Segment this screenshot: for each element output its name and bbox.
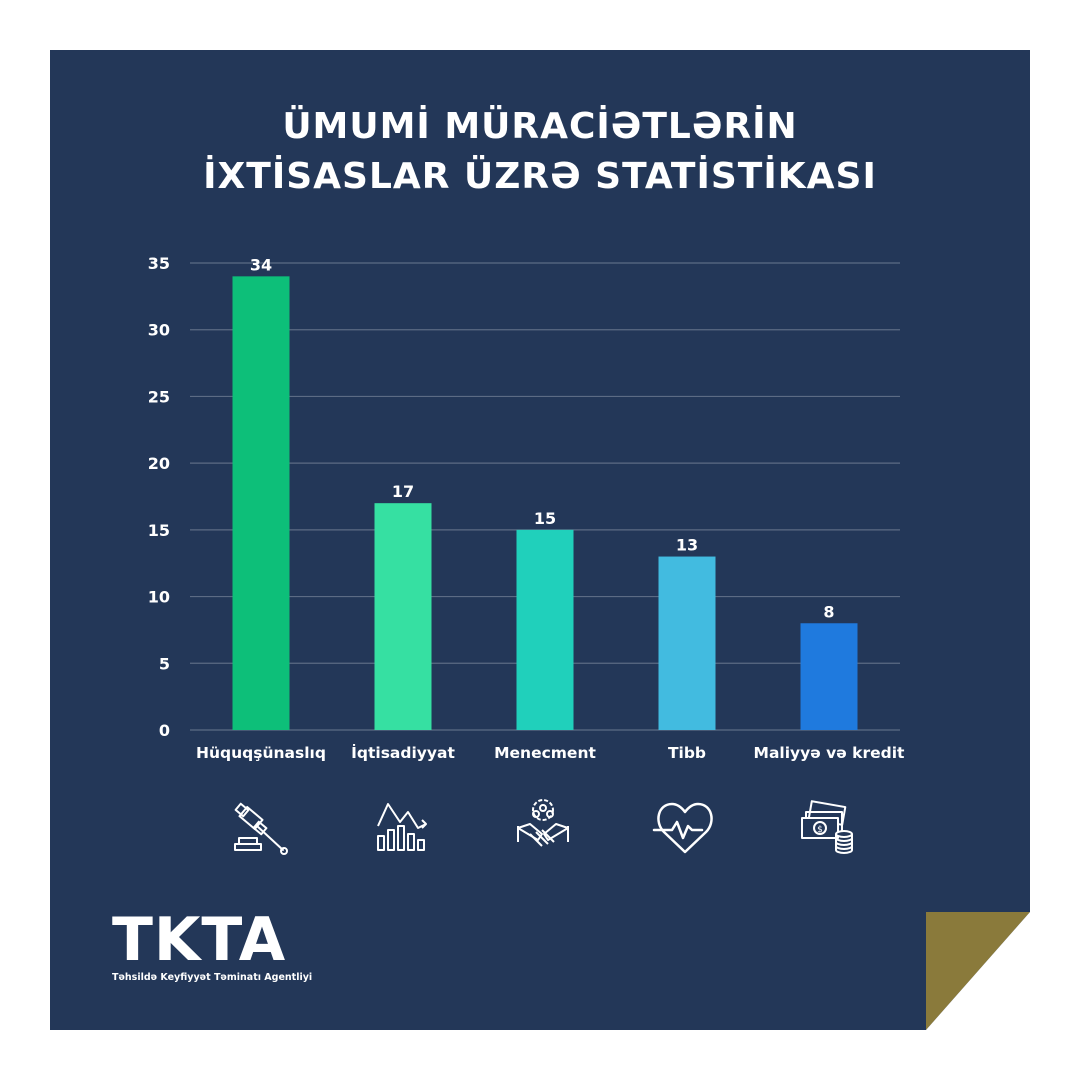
bar <box>374 503 432 730</box>
management-team-icon <box>517 799 569 847</box>
folded-corner <box>926 912 1030 1030</box>
bar <box>516 529 574 730</box>
bar-chart: 0 5 10 15 20 25 30 35 34 Hüquqşünaslıq 17 İqtisadiy… <box>148 254 906 762</box>
y-tick-label: 25 <box>148 387 170 406</box>
y-tick-label: 15 <box>148 521 170 540</box>
economics-chart-icon <box>377 803 427 851</box>
y-tick-label: 0 <box>159 721 170 740</box>
data-label: 34 <box>250 255 272 274</box>
data-label: 8 <box>823 602 834 621</box>
data-label: 13 <box>676 536 698 555</box>
gavel-icon <box>234 802 288 855</box>
category-label: Hüquqşünaslıq <box>196 744 326 762</box>
bar <box>232 276 290 730</box>
y-tick-label: 20 <box>148 454 170 473</box>
y-tick-label: 5 <box>159 654 170 673</box>
money-coins-icon: $ <box>801 800 853 854</box>
title-line-2: İXTİSASLAR ÜZRƏ STATİSTİKASI <box>203 156 877 197</box>
title-line-1: ÜMUMİ MÜRACİƏTLƏRİN <box>282 106 798 147</box>
heartbeat-icon <box>652 802 713 854</box>
infographic-card: ÜMUMİ MÜRACİƏTLƏRİN İXTİSASLAR ÜZRƏ STAT… <box>50 50 1030 1030</box>
y-tick-label: 35 <box>148 254 170 273</box>
svg-text:$: $ <box>817 825 823 835</box>
bar <box>800 623 858 730</box>
page-title: ÜMUMİ MÜRACİƏTLƏRİN İXTİSASLAR ÜZRƏ STAT… <box>50 102 1030 202</box>
tkta-logo: TKTA Təhsildə Keyfiyyət Təminatı Agentli… <box>112 910 312 984</box>
logo-subtitle: Təhsildə Keyfiyyət Təminatı Agentliyi <box>112 972 313 983</box>
logo-mark: TKTA <box>112 905 287 975</box>
category-label: Menecment <box>494 744 596 762</box>
data-label: 15 <box>534 509 556 528</box>
y-tick-label: 30 <box>148 321 170 340</box>
data-label: 17 <box>392 482 414 501</box>
bar <box>658 556 716 730</box>
category-label: Maliyyə və kredit <box>754 744 906 762</box>
category-label: İqtisadiyyat <box>351 743 455 762</box>
y-tick-label: 10 <box>148 588 170 607</box>
category-label: Tibb <box>668 744 706 762</box>
